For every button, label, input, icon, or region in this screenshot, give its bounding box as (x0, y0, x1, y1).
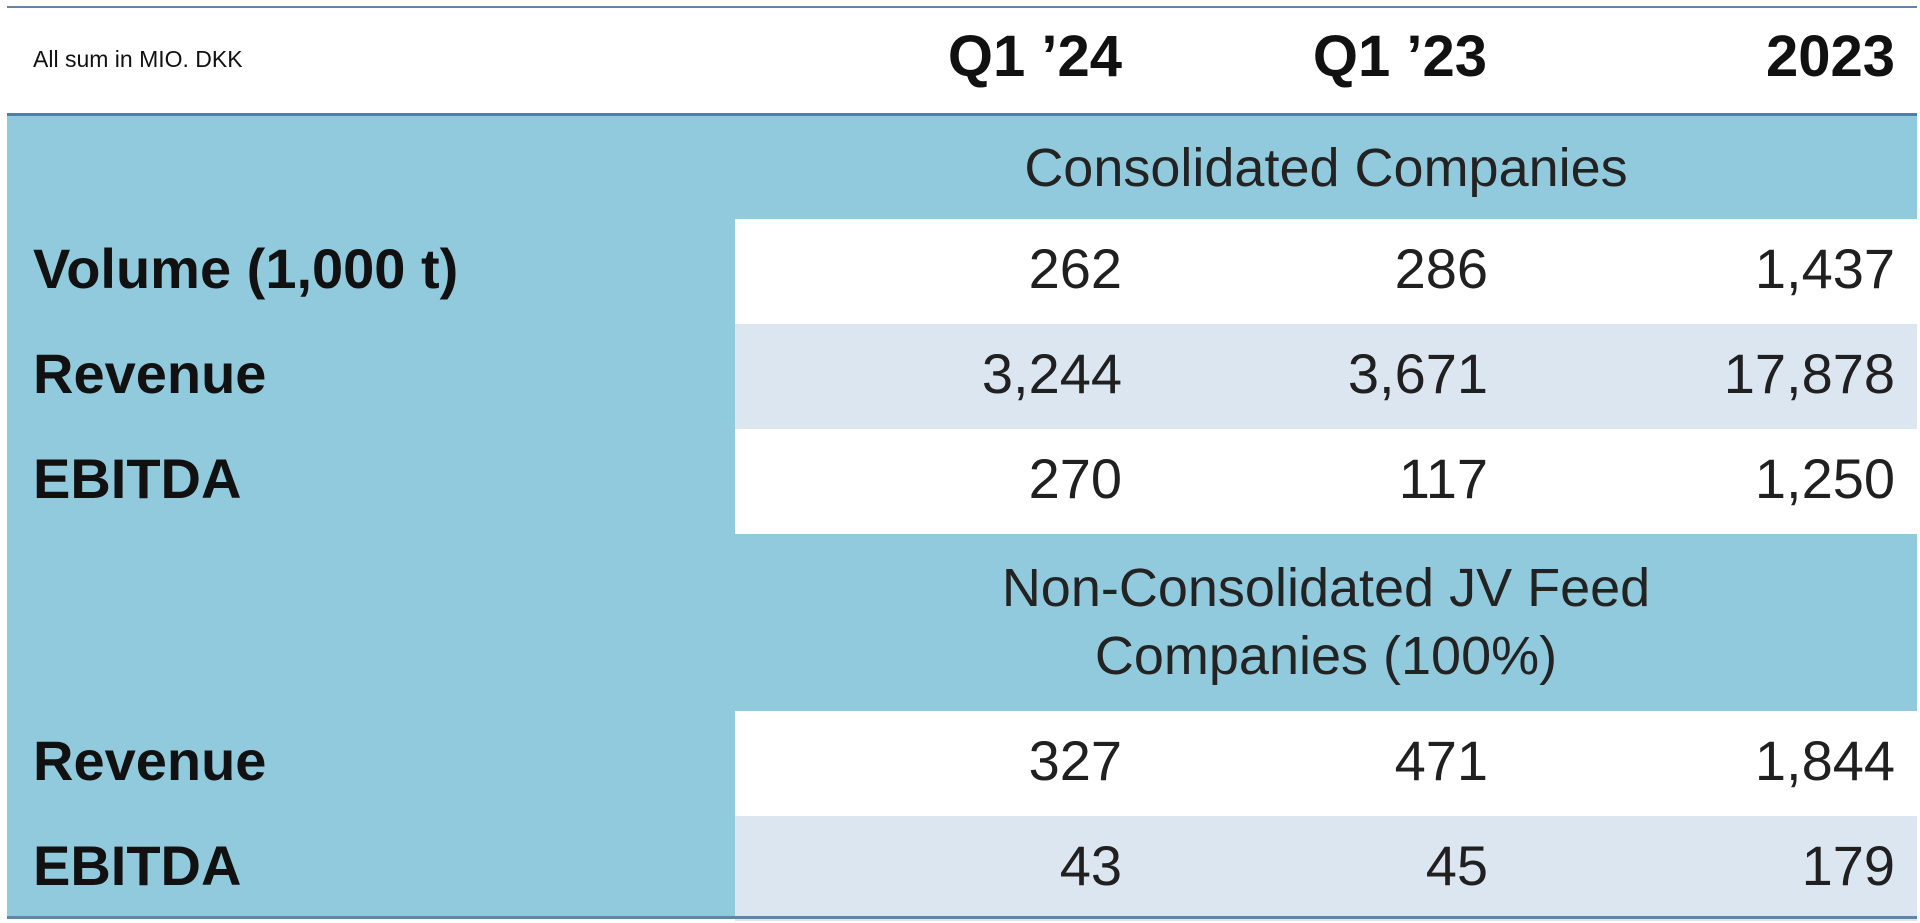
value-cell-2023: 1,437 (1754, 237, 1895, 300)
table-row: EBITDA 43 45 179 (7, 816, 1917, 921)
value-cell-q1-2024: 43 (1059, 834, 1122, 897)
value-cell-q1-2024: 270 (1028, 447, 1122, 510)
value-cell-q1-2024: 262 (1028, 237, 1122, 300)
value-cell-q1-2023: 45 (1425, 834, 1488, 897)
table-row: Revenue 3,244 3,671 17,878 (7, 324, 1917, 429)
table-row: EBITDA 270 117 1,250 (7, 429, 1917, 534)
row-label-ebitda: EBITDA (33, 447, 242, 510)
value-cell-2023: 179 (1801, 834, 1895, 897)
row-values: 3,244 3,671 17,878 (735, 324, 1917, 429)
financial-table: All sum in MIO. DKK Q1 ’24 Q1 ’23 2023 C… (7, 6, 1917, 921)
value-cell-2023: 1,250 (1754, 447, 1895, 510)
row-values: 327 471 1,844 (735, 711, 1917, 816)
column-header-2023: 2023 (1765, 24, 1895, 89)
table-header: All sum in MIO. DKK Q1 ’24 Q1 ’23 2023 (7, 8, 1917, 113)
table-row: Revenue 327 471 1,844 (7, 711, 1917, 816)
value-cell-q1-2024: 327 (1028, 729, 1122, 792)
value-cell-2023: 17,878 (1723, 342, 1895, 405)
section-title-jv-line-2: Companies (100%) (1094, 626, 1558, 686)
row-label-revenue: Revenue (33, 342, 267, 405)
value-cell-q1-2023: 471 (1394, 729, 1488, 792)
section-title-consolidated: Consolidated Companies (1024, 138, 1628, 198)
top-rule (7, 6, 1917, 8)
value-cell-2023: 1,844 (1754, 729, 1895, 792)
column-header-q1-2024: Q1 ’24 (947, 24, 1122, 89)
value-cell-q1-2024: 3,244 (981, 342, 1122, 405)
row-label-volume: Volume (1,000 t) (33, 237, 459, 300)
header-divider (7, 113, 1917, 116)
row-label-jv-revenue: Revenue (33, 729, 267, 792)
units-note: All sum in MIO. DKK (33, 46, 243, 72)
label-column-background (7, 116, 735, 916)
bottom-rule (7, 916, 1917, 919)
table-row: Volume (1,000 t) 262 286 1,437 (7, 219, 1917, 324)
section-title-jv-line-1: Non-Consolidated JV Feed (1001, 558, 1651, 618)
row-values: 270 117 1,250 (735, 429, 1917, 534)
column-header-q1-2023: Q1 ’23 (1312, 24, 1487, 89)
value-cell-q1-2023: 117 (1398, 447, 1488, 510)
value-cell-q1-2023: 3,671 (1347, 342, 1488, 405)
row-label-jv-ebitda: EBITDA (33, 834, 242, 897)
row-values: 43 45 179 (735, 816, 1917, 921)
row-values: 262 286 1,437 (735, 219, 1917, 324)
value-cell-q1-2023: 286 (1394, 237, 1488, 300)
